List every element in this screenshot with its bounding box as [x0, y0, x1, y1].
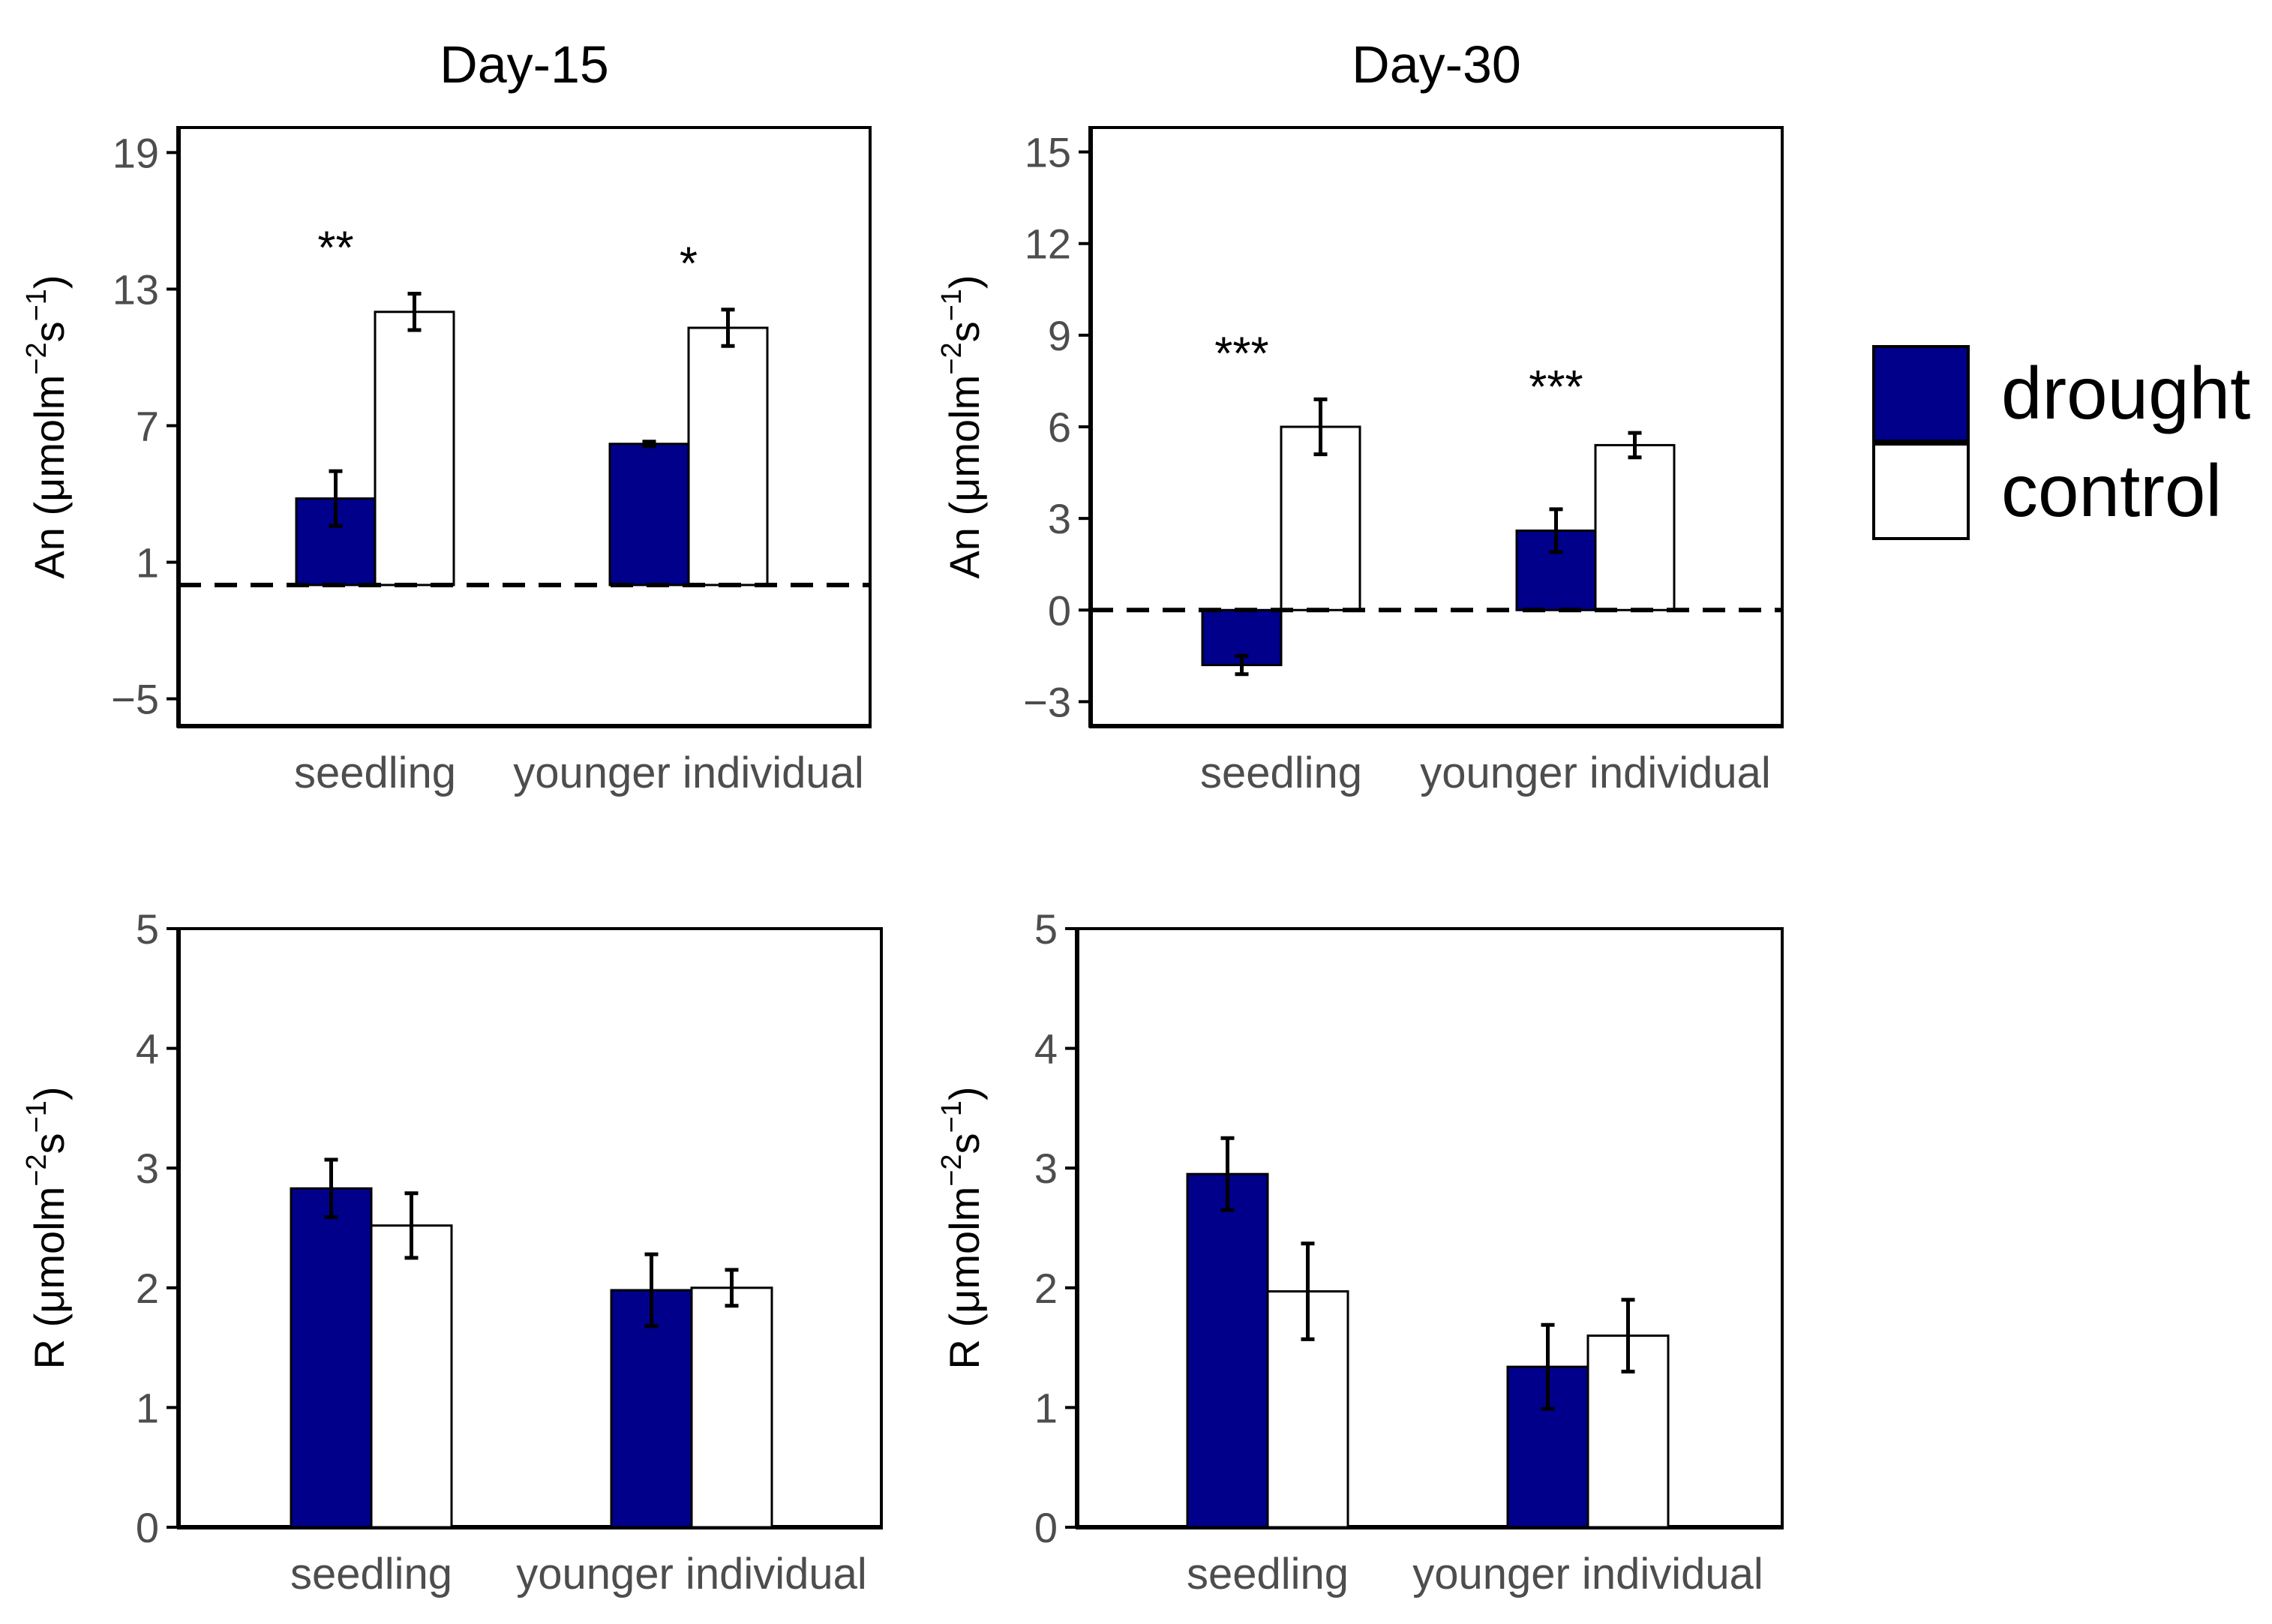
y-axis-label-sup: −2	[21, 342, 53, 374]
significance-marker: **	[317, 222, 353, 274]
y-axis-label-text: )	[26, 1086, 73, 1100]
y-tick-label: 3	[136, 1145, 159, 1192]
legend-label-drought: drought	[2001, 352, 2250, 434]
y-axis-label-text: s	[26, 1133, 73, 1154]
y-axis-label-text: s	[26, 321, 73, 342]
y-axis-label-text: )	[941, 1086, 988, 1100]
plot-frame	[1089, 126, 1784, 728]
bar-control	[374, 311, 455, 587]
y-tick-label: 2	[136, 1265, 159, 1312]
y-tick-label: 1	[136, 1384, 159, 1431]
y-tick-label: −3	[1023, 678, 1071, 725]
y-tick-label: 3	[1034, 1145, 1058, 1192]
y-axis-label-text: s	[941, 1133, 988, 1154]
panel-2: Day-30 15 12 9 6 3 0 −3 An (μmolm−2s−1) *** seedli…	[936, 35, 1784, 797]
y-tick-label: 0	[1048, 587, 1071, 634]
y-axis-label-text: An (μmolm	[26, 375, 73, 579]
y-tick-label: 19	[113, 129, 159, 176]
significance-marker: ***	[1529, 362, 1583, 413]
y-axis-label: R (μmolm−2s−1)	[21, 1086, 73, 1369]
y-tick-label: 15	[1025, 129, 1071, 176]
y-axis-label-text: )	[26, 275, 73, 289]
bar-drought	[608, 443, 690, 587]
y-axis-label-text: )	[941, 275, 988, 289]
x-category-label: seedling	[290, 1550, 452, 1598]
legend-swatch-control	[1872, 443, 1970, 540]
plot-frame	[1076, 927, 1784, 1529]
bar-drought	[290, 1187, 373, 1529]
panel-title: Day-15	[440, 35, 609, 94]
x-category-label: younger individual	[1412, 1550, 1763, 1598]
y-axis-label-text: s	[941, 321, 988, 342]
bar-control	[690, 1286, 773, 1529]
y-axis-label-text: R (μmolm	[26, 1187, 73, 1370]
y-axis-label-sup: −1	[936, 1100, 968, 1133]
y-axis-label-sup: −1	[936, 289, 968, 321]
y-tick-label: 4	[136, 1025, 159, 1073]
y-axis-label-text: An (μmolm	[941, 375, 988, 579]
x-category-label: seedling	[294, 749, 456, 797]
x-category-label: seedling	[1187, 1550, 1349, 1598]
y-axis-label: R (μmolm−2s−1)	[936, 1086, 988, 1369]
y-tick-label: 1	[1034, 1384, 1058, 1431]
x-category-label: younger individual	[513, 749, 864, 797]
y-tick-label: 12	[1025, 221, 1071, 268]
x-category-label: younger individual	[1420, 749, 1771, 797]
legend-label-control: control	[2001, 449, 2222, 532]
y-axis-label-text: R (μmolm	[941, 1187, 988, 1370]
bar-drought	[1186, 1172, 1269, 1529]
y-tick-label: 3	[1048, 495, 1071, 542]
y-axis-label: An (μmolm−2s−1)	[936, 275, 988, 578]
y-tick-label: 4	[1034, 1025, 1058, 1073]
y-tick-label: 6	[1048, 404, 1071, 451]
y-axis-label: An (μmolm−2s−1)	[21, 275, 73, 578]
bar-control	[1594, 443, 1676, 611]
y-tick-label: −5	[111, 676, 159, 723]
y-tick-label: 7	[136, 402, 159, 449]
panel-3: 5 4 3 2 1 0 R (μmolm−2s−1) seedling younger indi…	[21, 905, 883, 1598]
y-tick-label: 5	[1034, 905, 1058, 953]
bar-control	[687, 326, 769, 587]
y-tick-label: 5	[136, 905, 159, 953]
panel-1: Day-15 19 13 7 1 −5 An (μmolm−2s−1) ** seedling *…	[21, 35, 872, 797]
panel-4: 5 4 3 2 1 0 R (μmolm−2s−1) seedling younger indi…	[936, 905, 1784, 1598]
y-tick-label: 9	[1048, 312, 1071, 359]
y-tick-label: 2	[1034, 1265, 1058, 1312]
y-axis-label-sup: −1	[21, 1100, 53, 1133]
legend-swatch-drought	[1872, 345, 1970, 443]
bar-control	[370, 1224, 453, 1529]
legend: drought control	[1872, 345, 2250, 540]
y-axis-label-sup: −2	[936, 1154, 968, 1186]
y-axis-label-sup: −2	[21, 1154, 53, 1186]
y-tick-label: 0	[136, 1504, 159, 1551]
y-tick-label: 0	[1034, 1504, 1058, 1551]
x-category-label: younger individual	[516, 1550, 867, 1598]
plot-frame	[177, 927, 883, 1529]
y-axis-label-sup: −1	[21, 289, 53, 321]
y-axis-label-sup: −2	[936, 342, 968, 374]
significance-marker: ***	[1214, 328, 1268, 380]
y-tick-label: 1	[136, 539, 159, 587]
panel-title: Day-30	[1352, 35, 1521, 94]
bar-drought	[610, 1289, 693, 1529]
y-tick-label: 13	[113, 266, 159, 313]
x-category-label: seedling	[1200, 749, 1362, 797]
significance-marker: *	[680, 239, 698, 290]
